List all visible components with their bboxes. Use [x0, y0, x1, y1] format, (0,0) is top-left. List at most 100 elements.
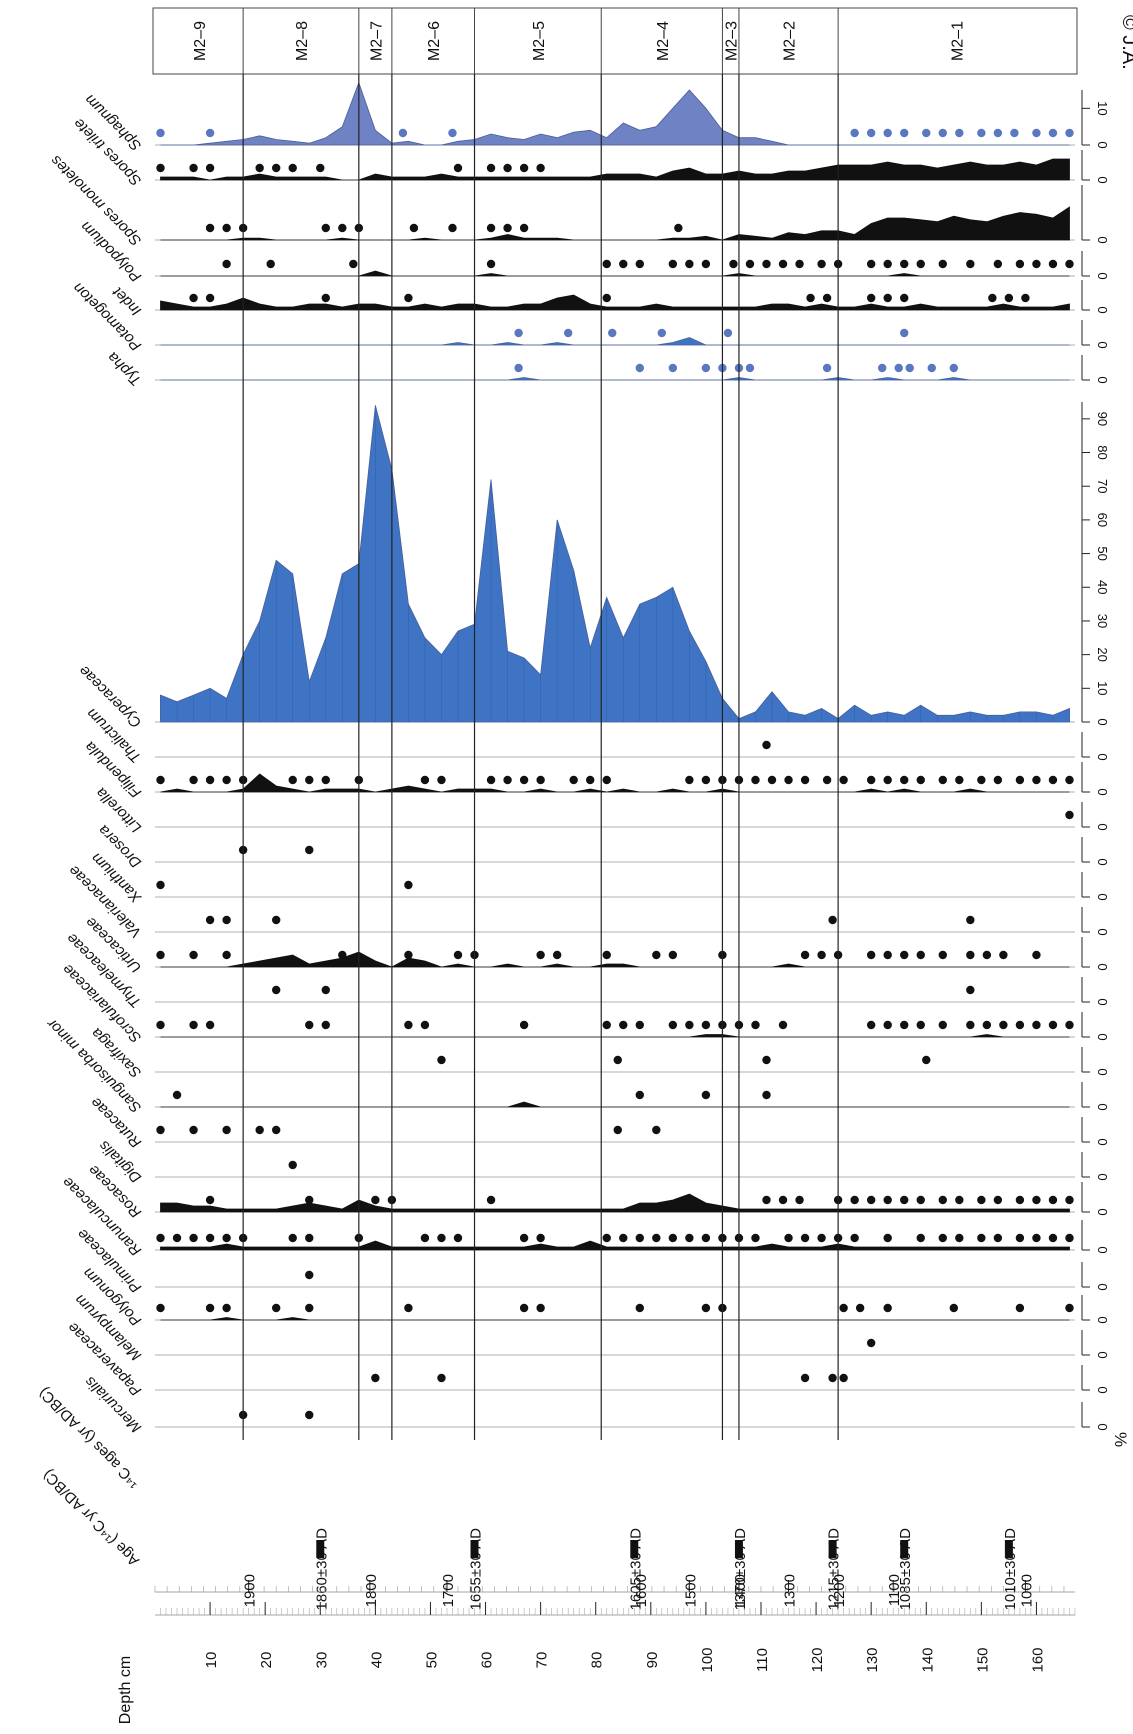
depth-tick-label: 90: [644, 1652, 661, 1669]
presence-dot: [949, 363, 959, 373]
presence-dot: [1065, 1020, 1074, 1030]
taxon-area: [160, 158, 1070, 181]
presence-dot: [993, 128, 1003, 138]
depth-tick-label: 40: [368, 1652, 385, 1669]
presence-dot: [1015, 1233, 1025, 1243]
presence-dot: [321, 223, 330, 233]
presence-dot: [822, 775, 832, 785]
presence-dot: [519, 775, 529, 785]
presence-dot: [305, 1233, 314, 1243]
presence-dot: [900, 128, 909, 138]
presence-dot: [635, 1303, 644, 1313]
age-tick-label: 1300: [782, 1574, 799, 1607]
taxon-area: [160, 1240, 1070, 1251]
scale-tick-label: 0: [1095, 998, 1110, 1005]
presence-dot: [222, 1233, 231, 1243]
presence-dot: [156, 1020, 165, 1030]
presence-dot: [437, 1233, 446, 1243]
depth-tick-label: 160: [1029, 1647, 1046, 1672]
zone-boxes: M2–9 M2–8 M2–7 M2–6 M2–5 M2–4 M2–3 M2–2 M2–1: [152, 7, 1078, 75]
presence-dot: [982, 950, 992, 960]
presence-dot: [866, 259, 876, 269]
scale-tick-label: 0: [1095, 1283, 1110, 1290]
presence-dot: [905, 363, 914, 373]
presence-dot: [668, 259, 678, 269]
presence-dot: [486, 1195, 496, 1205]
depth-tick-label: 110: [754, 1648, 771, 1672]
presence-dot: [966, 950, 975, 960]
percent-label: %: [1111, 1432, 1130, 1447]
presence-dot: [205, 1303, 215, 1313]
presence-dot: [453, 1233, 463, 1243]
presence-dot: [977, 775, 986, 785]
presence-dot: [685, 775, 694, 785]
presence-dot: [701, 363, 711, 373]
presence-dot: [305, 1270, 314, 1280]
age-tick-label: 1100: [886, 1574, 903, 1606]
presence-dot: [448, 223, 457, 233]
depth-tick-label: 60: [479, 1652, 496, 1669]
presence-dot: [602, 950, 611, 960]
presence-dot: [189, 293, 198, 303]
presence-dot: [866, 128, 876, 138]
presence-dot: [205, 128, 215, 138]
presence-dot: [569, 775, 578, 785]
presence-dot: [1032, 259, 1041, 269]
presence-dot: [800, 1233, 810, 1243]
radiocarbon-marker: [470, 1540, 479, 1558]
presence-dot: [1032, 1195, 1041, 1205]
presence-dot: [916, 775, 925, 785]
scale-tick-label: 0: [1095, 306, 1110, 313]
depth-age-axes: 0100000000102030405060708090000000000000…: [35, 90, 1110, 1724]
presence-dot: [800, 950, 810, 960]
presence-dot: [453, 163, 463, 173]
presence-dot: [745, 363, 755, 373]
presence-dot: [822, 363, 832, 373]
presence-dot: [866, 293, 876, 303]
zone-boundaries: [242, 74, 839, 1440]
presence-dot: [503, 223, 512, 233]
presence-dot: [751, 775, 760, 785]
radiocarbon-marker: [828, 1540, 837, 1558]
depth-tick-label: 70: [534, 1652, 551, 1669]
zone-label: M2–7: [368, 21, 385, 61]
presence-dot: [338, 950, 347, 960]
presence-dot: [156, 163, 165, 173]
presence-dot: [949, 1303, 959, 1313]
presence-dot: [321, 775, 330, 785]
depth-tick-label: 150: [974, 1647, 991, 1672]
taxon-area: [160, 1034, 1070, 1038]
presence-dot: [635, 1020, 644, 1030]
presence-dot: [437, 775, 446, 785]
presence-dot: [602, 1020, 611, 1030]
presence-dot: [900, 328, 909, 338]
presence-dot: [156, 950, 165, 960]
presence-dot: [916, 259, 925, 269]
presence-dot: [536, 950, 545, 960]
presence-dot: [1048, 775, 1058, 785]
depth-tick-label: 100: [699, 1647, 716, 1672]
presence-dot: [800, 1373, 810, 1383]
scale-tick-label: 60: [1095, 513, 1110, 527]
taxon-area: [160, 405, 1070, 723]
scale-tick-label: 0: [1095, 718, 1110, 725]
presence-dot: [938, 1233, 947, 1243]
presence-dot: [1015, 1195, 1025, 1205]
presence-dot: [938, 128, 947, 138]
presence-dot: [938, 1195, 947, 1205]
zone-label: M2–9: [192, 21, 209, 61]
taxon-curves: [155, 81, 1075, 1428]
scale-tick-label: 0: [1095, 1316, 1110, 1323]
presence-dot: [519, 223, 529, 233]
presence-dot: [806, 293, 815, 303]
presence-dot: [255, 163, 264, 173]
presence-dot: [916, 1195, 925, 1205]
presence-dot: [982, 1020, 992, 1030]
presence-dot: [1065, 1303, 1074, 1313]
scale-tick-label: 0: [1095, 141, 1110, 148]
presence-dot: [955, 128, 964, 138]
presence-dot: [751, 1020, 760, 1030]
zone-label: M2–8: [294, 21, 311, 61]
presence-dot: [1021, 293, 1030, 303]
radiocarbon-marker: [630, 1540, 639, 1558]
